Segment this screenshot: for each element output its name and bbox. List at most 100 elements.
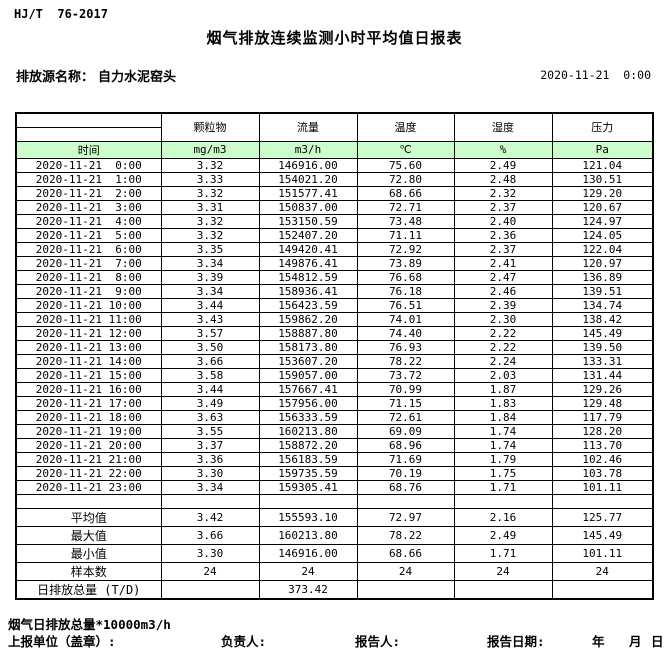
row-value: 71.11 (356, 227, 455, 243)
row-time: 2020-11-21 19:00 (15, 423, 162, 439)
row-value: 78.22 (356, 353, 455, 369)
spacer-body (15, 493, 654, 509)
row-value: 156333.59 (258, 409, 358, 425)
row-time: 2020-11-21 6:00 (15, 241, 162, 257)
row-value: 73.48 (356, 213, 455, 229)
row-value: 129.48 (551, 395, 654, 411)
row-value: 124.05 (551, 227, 654, 243)
row-value: 2.49 (453, 157, 553, 173)
summary-value (453, 579, 553, 599)
year-label: 年 (592, 634, 605, 649)
table-row: 2020-11-21 19:00 3.55 160213.80 69.09 1.74 12… (15, 423, 654, 439)
row-value: 101.11 (551, 479, 654, 495)
row-time: 2020-11-21 0:00 (15, 157, 162, 173)
summary-value: 145.49 (551, 525, 654, 545)
table-row: 2020-11-21 12:00 3.57 158887.80 74.40 2.22 14… (15, 325, 654, 341)
row-value: 158936.41 (258, 283, 358, 299)
row-value: 153607.20 (258, 353, 358, 369)
reporter-label: 报告人: (355, 634, 401, 649)
source-name-value: 自力水泥窑头 (98, 70, 177, 85)
row-value: 1.74 (453, 437, 553, 453)
row-value: 69.09 (356, 423, 455, 439)
row-value: 1.71 (453, 479, 553, 495)
row-time: 2020-11-21 2:00 (15, 185, 162, 201)
row-value: 3.63 (160, 409, 260, 425)
row-value: 122.04 (551, 241, 654, 257)
column-header-humidity: 湿度 (453, 112, 553, 142)
summary-value: 24 (160, 561, 260, 581)
row-value: 2.03 (453, 367, 553, 383)
row-value: 2.22 (453, 325, 553, 341)
row-value: 76.18 (356, 283, 455, 299)
row-value: 68.96 (356, 437, 455, 453)
table-row: 2020-11-21 18:00 3.63 156333.59 72.61 1.84 11… (15, 409, 654, 425)
row-value: 2.37 (453, 241, 553, 257)
row-value: 158173.80 (258, 339, 358, 355)
row-value: 3.66 (160, 353, 260, 369)
summary-value: 146916.00 (258, 543, 358, 563)
summary-value (160, 579, 260, 599)
table-row: 2020-11-21 7:00 3.34 149876.41 73.89 2.41 120… (15, 255, 654, 271)
row-value: 124.97 (551, 213, 654, 229)
row-value: 2.39 (453, 297, 553, 313)
row-value: 157667.41 (258, 381, 358, 397)
row-value: 74.40 (356, 325, 455, 341)
summary-value: 3.42 (160, 507, 260, 527)
row-value: 3.55 (160, 423, 260, 439)
total-emission-note: 烟气日排放总量*10000m3/h (8, 617, 171, 632)
unit-row: 时间 mg/m3 m3/h ℃ % Pa (15, 140, 654, 159)
report-datetime: 2020-11-21 0:00 (540, 68, 651, 82)
row-value: 129.26 (551, 381, 654, 397)
row-value: 76.68 (356, 269, 455, 285)
row-value: 72.61 (356, 409, 455, 425)
row-value: 2.46 (453, 283, 553, 299)
row-value: 154812.59 (258, 269, 358, 285)
row-value: 3.34 (160, 255, 260, 271)
report-date-label: 报告日期: (487, 634, 545, 649)
summary-value: 101.11 (551, 543, 654, 563)
row-value: 3.43 (160, 311, 260, 327)
row-value: 158887.80 (258, 325, 358, 341)
row-time: 2020-11-21 17:00 (15, 395, 162, 411)
row-value: 130.51 (551, 171, 654, 187)
row-value: 136.89 (551, 269, 654, 285)
row-value: 3.58 (160, 367, 260, 383)
row-value: 74.01 (356, 311, 455, 327)
row-value: 150837.00 (258, 199, 358, 215)
row-value: 3.44 (160, 381, 260, 397)
table-row: 2020-11-21 15:00 3.58 159057.00 73.72 2.03 13… (15, 367, 654, 383)
row-value: 120.97 (551, 255, 654, 271)
row-value: 72.71 (356, 199, 455, 215)
header-row-top: 颗粒物 流量 温度 湿度 压力 (15, 112, 654, 142)
row-value: 75.60 (356, 157, 455, 173)
table-row: 2020-11-21 10:00 3.44 156423.59 76.51 2.39 13… (15, 297, 654, 313)
row-time: 2020-11-21 9:00 (15, 283, 162, 299)
summary-value: 72.97 (356, 507, 455, 527)
row-value: 2.41 (453, 255, 553, 271)
source-name-label: 排放源名称： (16, 70, 95, 85)
summary-value: 155593.10 (258, 507, 358, 527)
row-time: 2020-11-21 7:00 (15, 255, 162, 271)
table-row: 2020-11-21 11:00 3.43 159862.20 74.01 2.30 13… (15, 311, 654, 327)
responsible-label: 负责人: (221, 634, 267, 649)
row-value: 2.37 (453, 199, 553, 215)
summary-value: 3.66 (160, 525, 260, 545)
row-value: 71.15 (356, 395, 455, 411)
row-time: 2020-11-21 4:00 (15, 213, 162, 229)
row-value: 73.72 (356, 367, 455, 383)
row-value: 3.32 (160, 227, 260, 243)
row-value: 120.67 (551, 199, 654, 215)
row-value: 73.89 (356, 255, 455, 271)
row-value: 153150.59 (258, 213, 358, 229)
corner-cell-bottom (15, 126, 162, 142)
spacer-cell (15, 493, 162, 509)
row-value: 117.79 (551, 409, 654, 425)
summary-value: 78.22 (356, 525, 455, 545)
row-time: 2020-11-21 8:00 (15, 269, 162, 285)
row-value: 138.42 (551, 311, 654, 327)
row-time: 2020-11-21 23:00 (15, 479, 162, 495)
row-value: 152407.20 (258, 227, 358, 243)
summary-label: 平均值 (15, 507, 162, 527)
row-value: 149420.41 (258, 241, 358, 257)
